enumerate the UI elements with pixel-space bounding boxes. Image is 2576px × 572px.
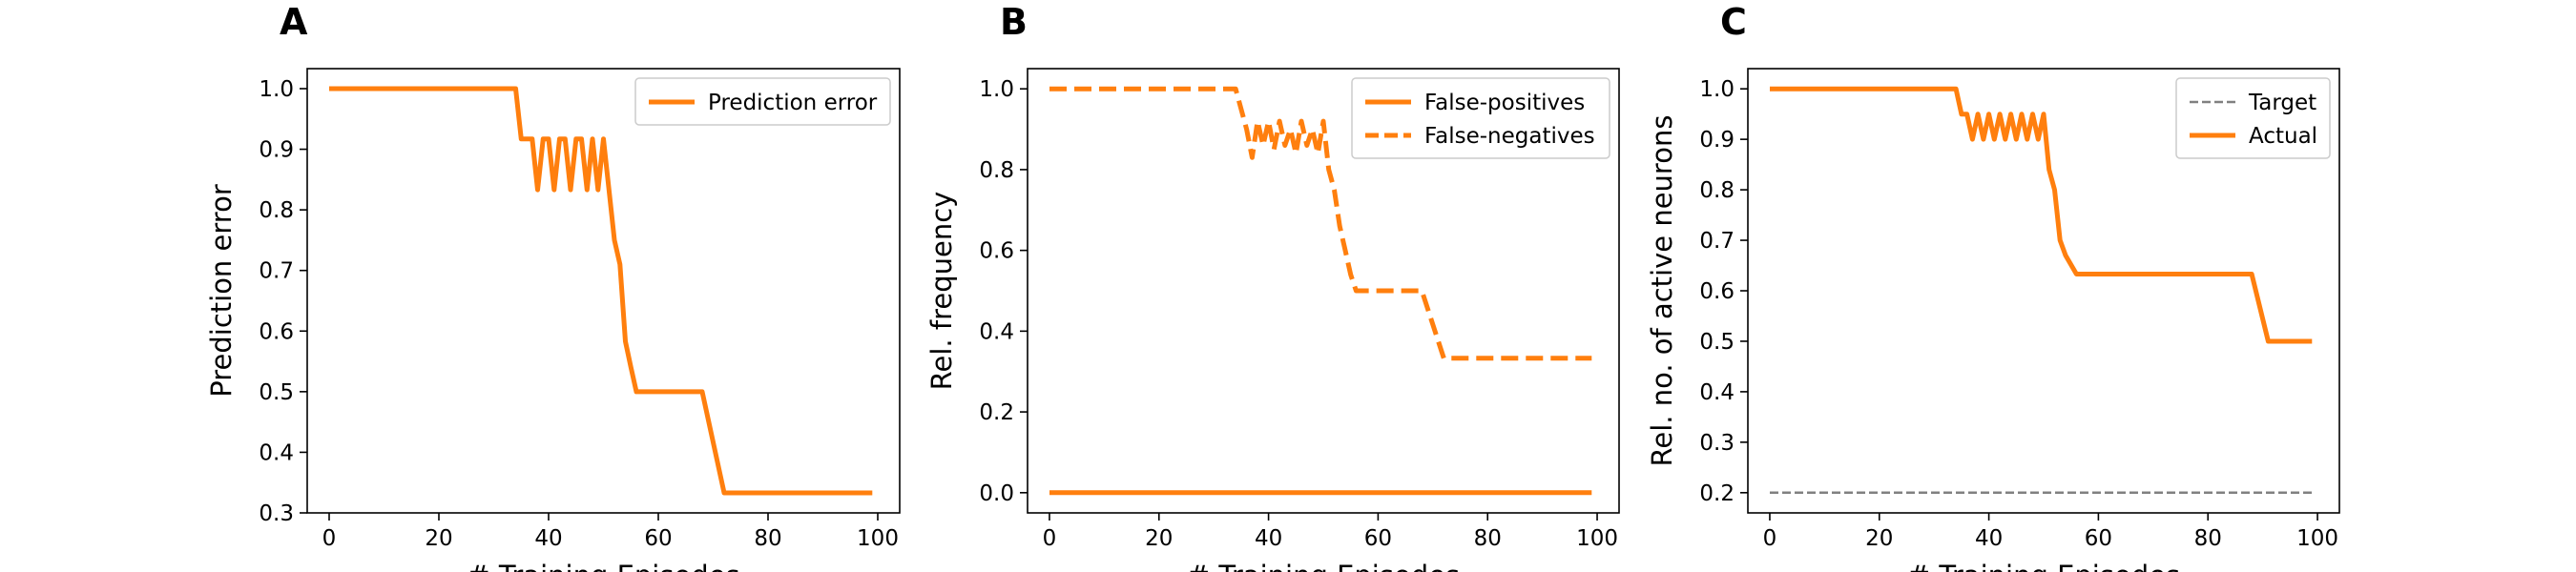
axes-frame xyxy=(1027,68,1620,514)
x-tick-label: 0 xyxy=(1763,526,1777,551)
y-tick-label: 0.7 xyxy=(1699,229,1735,254)
y-tick-label: 0.4 xyxy=(1699,380,1735,405)
x-tick-label: 20 xyxy=(1145,526,1173,551)
y-tick-label: 1.0 xyxy=(1699,77,1735,102)
series-line-1 xyxy=(329,86,873,496)
y-tick-label: 0.8 xyxy=(1699,178,1735,203)
legend-label: Target xyxy=(2248,91,2316,115)
x-tick-label: 100 xyxy=(1576,526,1618,551)
y-axis-label: Rel. frequency xyxy=(925,192,958,391)
panel-letter: B xyxy=(1000,1,1028,43)
x-tick-label: 60 xyxy=(2085,526,2112,551)
chart-panel-b: B 0 20 40 60 80 100 0.0 0.2 0.4 0.6 0.8 1.0 # Trainin… xyxy=(925,1,1620,572)
x-tick-label: 80 xyxy=(2194,526,2222,551)
axes-frame xyxy=(306,68,901,514)
y-axis-label: Rel. no. of active neurons xyxy=(1646,115,1678,467)
x-tick-label: 20 xyxy=(425,526,452,551)
y-tick-label: 0.8 xyxy=(259,198,294,223)
legend: False-positives False-negatives xyxy=(1351,77,1610,159)
x-tick-label: 40 xyxy=(1255,526,1282,551)
x-tick-label: 40 xyxy=(534,526,562,551)
series-line-2 xyxy=(1049,86,1592,361)
y-tick-label: 0.2 xyxy=(979,400,1014,425)
y-tick-label: 0.7 xyxy=(259,259,294,284)
x-tick-label: 100 xyxy=(2296,526,2338,551)
legend-box xyxy=(634,77,891,126)
chart-panel-c: C 0 20 40 60 80 100 0.2 0.3 0.4 0.5 0.6 0.7 0.8 0.9 1.0… xyxy=(1646,1,2340,572)
y-tick-label: 0.0 xyxy=(979,481,1014,506)
x-tick-label: 100 xyxy=(857,526,899,551)
y-tick-label: 0.4 xyxy=(979,319,1014,344)
x-tick-label: 0 xyxy=(322,526,337,551)
x-tick-label: 60 xyxy=(644,526,672,551)
y-tick-label: 0.2 xyxy=(1699,481,1735,506)
y-tick-label: 0.6 xyxy=(259,319,294,344)
y-tick-label: 0.6 xyxy=(1699,279,1735,304)
x-tick-label: 80 xyxy=(754,526,781,551)
chart-panel-a: A 0 20 40 60 80 100 0.3 0.4 0.5 0.6 0.7 0.8 0.9 1.0 # T… xyxy=(205,1,901,572)
x-axis-label: # Training Episodes xyxy=(1187,560,1460,572)
legend-label: False-positives xyxy=(1424,91,1585,115)
y-tick-label: 0.8 xyxy=(979,158,1014,183)
legend-label: Prediction error xyxy=(708,91,878,115)
y-axis-label: Prediction error xyxy=(205,184,238,398)
x-tick-label: 20 xyxy=(1865,526,1893,551)
legend: Prediction error xyxy=(634,77,891,126)
legend-box xyxy=(1351,77,1610,159)
x-tick-label: 0 xyxy=(1043,526,1057,551)
y-tick-label: 0.4 xyxy=(259,440,294,465)
y-tick-label: 0.5 xyxy=(259,380,294,405)
y-tick-label: 0.5 xyxy=(1699,330,1735,355)
y-tick-label: 1.0 xyxy=(259,77,294,102)
x-tick-label: 60 xyxy=(1364,526,1392,551)
x-axis-label: # Training Episodes xyxy=(467,560,739,572)
y-tick-label: 1.0 xyxy=(979,77,1014,102)
x-tick-label: 40 xyxy=(1975,526,2003,551)
y-tick-label: 0.9 xyxy=(1699,128,1735,153)
legend-label: Actual xyxy=(2249,124,2317,149)
x-tick-label: 80 xyxy=(1474,526,1502,551)
y-tick-label: 0.3 xyxy=(259,501,294,526)
legend: Target Actual xyxy=(2175,77,2331,159)
y-tick-label: 0.9 xyxy=(259,138,294,163)
y-tick-label: 0.3 xyxy=(1699,431,1735,456)
legend-box xyxy=(2175,77,2331,159)
series-line-2 xyxy=(1770,86,2313,344)
y-tick-label: 0.6 xyxy=(979,239,1014,264)
x-axis-label: # Training Episodes xyxy=(1907,560,2180,572)
panel-letter: A xyxy=(280,1,308,43)
legend-label: False-negatives xyxy=(1424,124,1595,149)
panel-letter: C xyxy=(1720,1,1747,43)
